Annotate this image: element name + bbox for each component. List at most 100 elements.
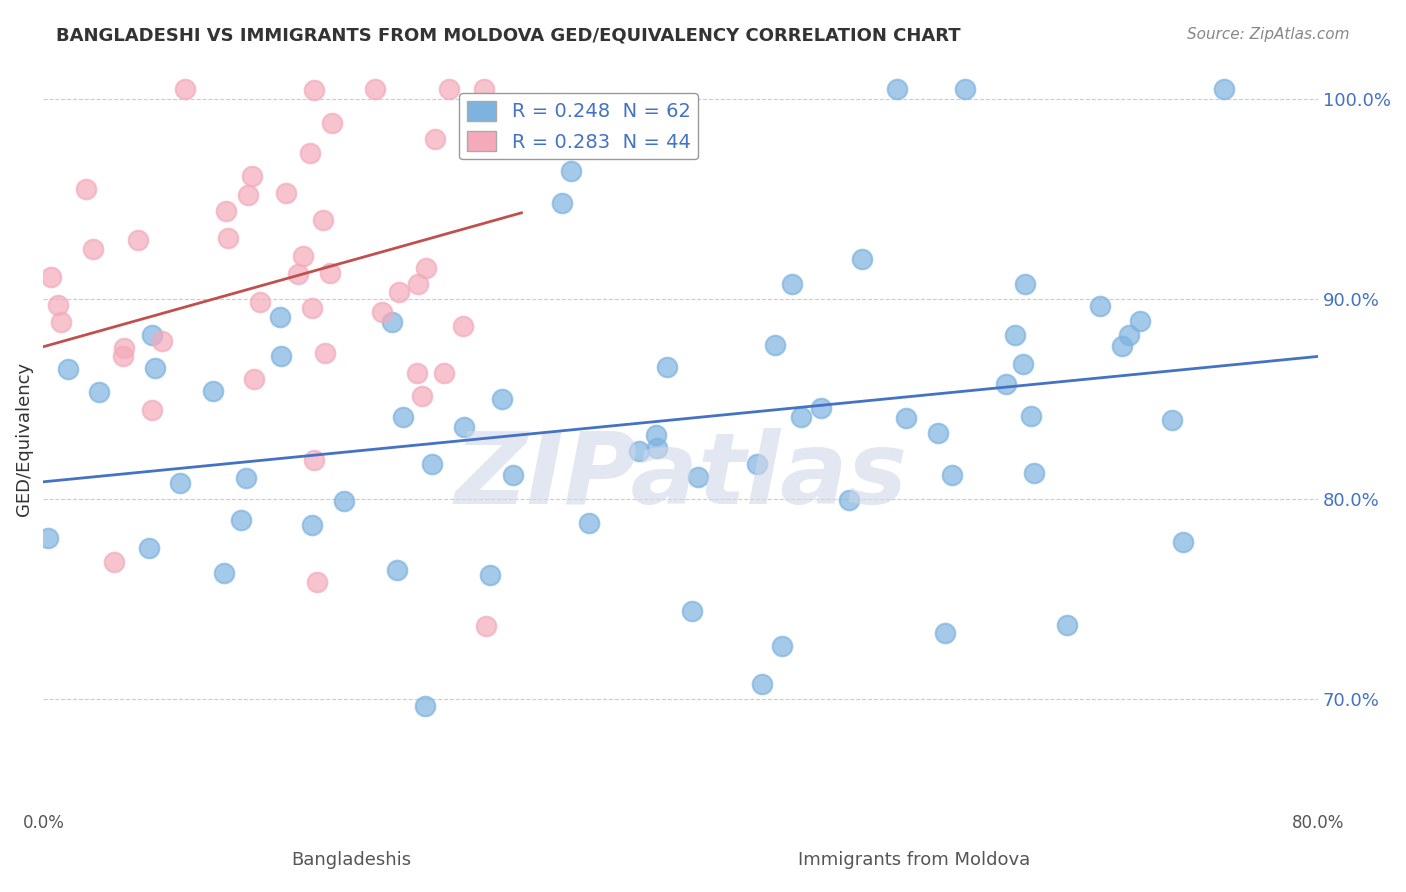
Point [1019, 409, 1042, 423]
Point [103, 555, 125, 569]
Point [502, 467, 524, 482]
Point [385, 563, 408, 577]
Point [578, 516, 600, 531]
Point [301, 301, 323, 316]
Text: Source: ZipAtlas.com: Source: ZipAtlas.com [1187, 27, 1350, 42]
Point [202, 384, 225, 398]
Point [314, 345, 336, 359]
Point [453, 419, 475, 434]
Point [291, 249, 314, 263]
Point [655, 359, 678, 374]
Point [274, 186, 297, 200]
Point [229, 513, 252, 527]
Point [364, 81, 387, 95]
Point [770, 639, 793, 653]
Point [927, 426, 949, 441]
Point [173, 81, 195, 95]
Point [474, 619, 496, 633]
Point [423, 132, 446, 146]
Point [112, 341, 135, 355]
Point [1088, 299, 1111, 313]
Point [249, 295, 271, 310]
Point [941, 468, 963, 483]
Point [422, 458, 444, 472]
Point [491, 392, 513, 407]
Point [451, 319, 474, 334]
Point [405, 366, 427, 380]
Point [311, 213, 333, 227]
Point [810, 401, 832, 416]
Point [215, 204, 238, 219]
Point [217, 231, 239, 245]
Point [238, 188, 260, 202]
Point [994, 377, 1017, 392]
Point [169, 476, 191, 491]
Point [302, 453, 325, 467]
Point [472, 81, 495, 95]
Point [127, 233, 149, 247]
Text: BANGLADESHI VS IMMIGRANTS FROM MOLDOVA GED/EQUIVALENCY CORRELATION CHART: BANGLADESHI VS IMMIGRANTS FROM MOLDOVA G… [56, 27, 960, 45]
Y-axis label: GED/Equivalency: GED/Equivalency [15, 362, 32, 516]
Point [644, 428, 666, 442]
Point [391, 410, 413, 425]
Point [381, 315, 404, 329]
Point [333, 494, 356, 508]
Point [212, 566, 235, 580]
Point [499, 101, 522, 115]
Point [747, 458, 769, 472]
Point [1171, 534, 1194, 549]
Point [76, 182, 98, 196]
Point [1129, 314, 1152, 328]
Point [433, 366, 456, 380]
Point [58, 362, 80, 376]
Point [301, 518, 323, 533]
Point [780, 277, 803, 291]
Point [1118, 328, 1140, 343]
Point [413, 699, 436, 714]
Point [150, 334, 173, 348]
Point [411, 389, 433, 403]
Point [1056, 618, 1078, 632]
Point [551, 196, 574, 211]
Point [240, 169, 263, 183]
Point [46, 298, 69, 312]
Point [39, 269, 62, 284]
Point [235, 471, 257, 485]
Point [1160, 413, 1182, 427]
Point [82, 242, 104, 256]
Text: Bangladeshis: Bangladeshis [291, 851, 412, 869]
Point [269, 310, 291, 324]
Point [1011, 358, 1033, 372]
Point [388, 285, 411, 299]
Point [307, 574, 329, 589]
Text: ZIPatlas: ZIPatlas [454, 427, 907, 524]
Point [1111, 339, 1133, 353]
Point [1014, 277, 1036, 291]
Point [851, 252, 873, 266]
Point [838, 493, 860, 508]
Point [894, 411, 917, 425]
Point [406, 277, 429, 292]
Point [89, 385, 111, 400]
Text: Immigrants from Moldova: Immigrants from Moldova [797, 851, 1031, 869]
Point [138, 541, 160, 555]
Point [886, 81, 908, 95]
Point [934, 626, 956, 640]
Point [111, 349, 134, 363]
Legend: R = 0.248  N = 62, R = 0.283  N = 44: R = 0.248 N = 62, R = 0.283 N = 44 [460, 93, 699, 160]
Point [319, 267, 342, 281]
Point [953, 81, 976, 95]
Point [751, 677, 773, 691]
Point [560, 164, 582, 178]
Point [141, 327, 163, 342]
Point [765, 338, 787, 352]
Point [298, 145, 321, 160]
Point [51, 315, 73, 329]
Point [478, 568, 501, 582]
Point [321, 116, 343, 130]
Point [371, 305, 394, 319]
Point [645, 441, 668, 455]
Point [270, 349, 292, 363]
Point [37, 531, 59, 545]
Point [242, 372, 264, 386]
